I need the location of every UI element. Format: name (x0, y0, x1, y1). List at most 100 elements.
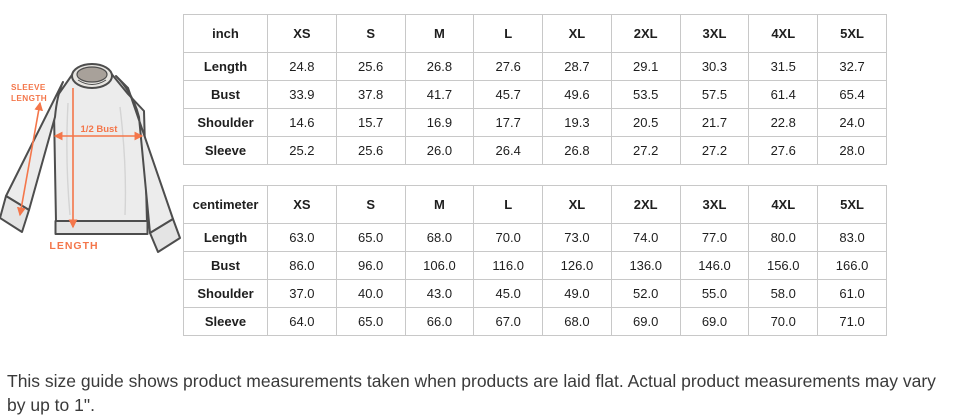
measurement-value-cell: 156.0 (748, 251, 819, 280)
size-table-inch: inch XS S M L XL 2XL 3XL 4XL 5XL Length 24.8 25.6 26.… (183, 14, 887, 165)
measurement-value-cell: 26.8 (542, 136, 612, 165)
measurement-value-cell: 83.0 (817, 223, 887, 252)
measurement-value-cell: 30.3 (679, 52, 750, 81)
garment-body (53, 66, 148, 223)
measurement-value-cell: 26.4 (473, 136, 544, 165)
size-header-cell: XS (267, 185, 337, 224)
measurement-value-cell: 65.4 (817, 80, 887, 109)
measurement-value-cell: 17.7 (473, 108, 544, 137)
measurement-value-cell: 25.6 (335, 52, 406, 81)
measurement-value-cell: 33.9 (267, 80, 337, 109)
size-header-cell: M (404, 185, 475, 224)
measurement-label-cell: Length (183, 52, 268, 81)
measurement-label-cell: Shoulder (183, 279, 268, 308)
size-header-cell: 4XL (748, 14, 819, 53)
measurement-value-cell: 27.2 (610, 136, 681, 165)
measurement-label-cell: Sleeve (183, 136, 268, 165)
fold-line-right (119, 106, 127, 216)
measurement-value-cell: 49.0 (542, 279, 612, 308)
measurement-value-cell: 20.5 (610, 108, 681, 137)
garment-measurement-diagram: SLEEVE LENGTH 1/2 Bust LENGTH (0, 55, 185, 265)
measurement-value-cell: 37.0 (267, 279, 337, 308)
measurement-value-cell: 37.8 (335, 80, 406, 109)
measurement-value-cell: 53.5 (610, 80, 681, 109)
sleeve-length-label-line1: SLEEVE (11, 83, 46, 92)
measurement-value-cell: 49.6 (542, 80, 612, 109)
measurement-row: Sleeve 25.2 25.6 26.0 26.4 26.8 27.2 27.2 27.6 28… (183, 136, 887, 165)
size-tables-container: inch XS S M L XL 2XL 3XL 4XL 5XL Length 24.8 25.6 26.… (183, 14, 887, 336)
measurement-value-cell: 64.0 (267, 307, 337, 336)
measurement-value-cell: 41.7 (404, 80, 475, 109)
measurement-value-cell: 16.9 (404, 108, 475, 137)
measurement-value-cell: 58.0 (748, 279, 819, 308)
measurement-value-cell: 69.0 (679, 307, 750, 336)
measurement-value-cell: 136.0 (610, 251, 681, 280)
measurement-value-cell: 52.0 (610, 279, 681, 308)
measurement-disclaimer-note: This size guide shows product measuremen… (7, 371, 936, 415)
size-header-cell: XL (542, 14, 612, 53)
garment-collar (71, 63, 113, 89)
size-header-cell: 4XL (748, 185, 819, 224)
size-guide-page: { "diagram": { "annotation_labels": { "s… (0, 14, 936, 415)
measurement-value-cell: 80.0 (748, 223, 819, 252)
size-header-cell: 2XL (610, 185, 681, 224)
size-header-cell: L (473, 185, 544, 224)
size-header-cell: 2XL (610, 14, 681, 53)
measurement-row: Length 63.0 65.0 68.0 70.0 73.0 74.0 77.0 80.0 83… (183, 223, 887, 252)
measurement-value-cell: 22.8 (748, 108, 819, 137)
measurement-value-cell: 66.0 (404, 307, 475, 336)
measurement-value-cell: 40.0 (335, 279, 406, 308)
measurement-label-cell: Bust (183, 80, 268, 109)
length-label: LENGTH (49, 240, 98, 252)
size-header-cell: S (335, 185, 406, 224)
measurement-value-cell: 86.0 (267, 251, 337, 280)
unit-header-cell: inch (183, 14, 268, 53)
measurement-value-cell: 14.6 (267, 108, 337, 137)
measurement-label-cell: Sleeve (183, 307, 268, 336)
size-header-cell: XL (542, 185, 612, 224)
measurement-value-cell: 67.0 (473, 307, 544, 336)
measurement-value-cell: 25.6 (335, 136, 406, 165)
measurement-value-cell: 71.0 (817, 307, 887, 336)
measurement-value-cell: 73.0 (542, 223, 612, 252)
measurement-value-cell: 55.0 (679, 279, 750, 308)
measurement-row: Bust 86.0 96.0 106.0 116.0 126.0 136.0 146.0 156… (183, 251, 887, 280)
measurement-value-cell: 27.6 (748, 136, 819, 165)
measurement-value-cell: 96.0 (335, 251, 406, 280)
measurement-value-cell: 19.3 (542, 108, 612, 137)
measurement-value-cell: 65.0 (335, 223, 406, 252)
measurement-value-cell: 61.0 (817, 279, 887, 308)
garment-hem-band (54, 220, 149, 235)
measurement-value-cell: 61.4 (748, 80, 819, 109)
measurement-value-cell: 43.0 (404, 279, 475, 308)
measurement-value-cell: 31.5 (748, 52, 819, 81)
measurement-value-cell: 146.0 (679, 251, 750, 280)
size-header-cell: XS (267, 14, 337, 53)
size-header-cell: M (404, 14, 475, 53)
garment-right-cuff (149, 218, 181, 253)
measurement-value-cell: 28.7 (542, 52, 612, 81)
size-header-cell: 5XL (817, 14, 887, 53)
size-header-cell: 3XL (679, 14, 750, 53)
measurement-value-cell: 32.7 (817, 52, 887, 81)
measurement-value-cell: 65.0 (335, 307, 406, 336)
size-header-row: centimeter XS S M L XL 2XL 3XL 4XL 5XL (183, 185, 887, 224)
measurement-value-cell: 116.0 (473, 251, 544, 280)
measurement-value-cell: 74.0 (610, 223, 681, 252)
measurement-value-cell: 70.0 (473, 223, 544, 252)
measurement-label-cell: Length (183, 223, 268, 252)
measurement-value-cell: 45.0 (473, 279, 544, 308)
measurement-value-cell: 24.0 (817, 108, 887, 137)
measurement-value-cell: 70.0 (748, 307, 819, 336)
measurement-value-cell: 166.0 (817, 251, 887, 280)
measurement-value-cell: 27.2 (679, 136, 750, 165)
measurement-value-cell: 57.5 (679, 80, 750, 109)
measurement-value-cell: 63.0 (267, 223, 337, 252)
sweatshirt-diagram-svg: SLEEVE LENGTH 1/2 Bust LENGTH (0, 63, 181, 253)
unit-header-cell: centimeter (183, 185, 268, 224)
size-header-cell: 5XL (817, 185, 887, 224)
measurement-value-cell: 68.0 (404, 223, 475, 252)
half-bust-label: 1/2 Bust (81, 124, 119, 135)
measurement-value-cell: 25.2 (267, 136, 337, 165)
sleeve-length-measure-arrow (16, 101, 44, 217)
